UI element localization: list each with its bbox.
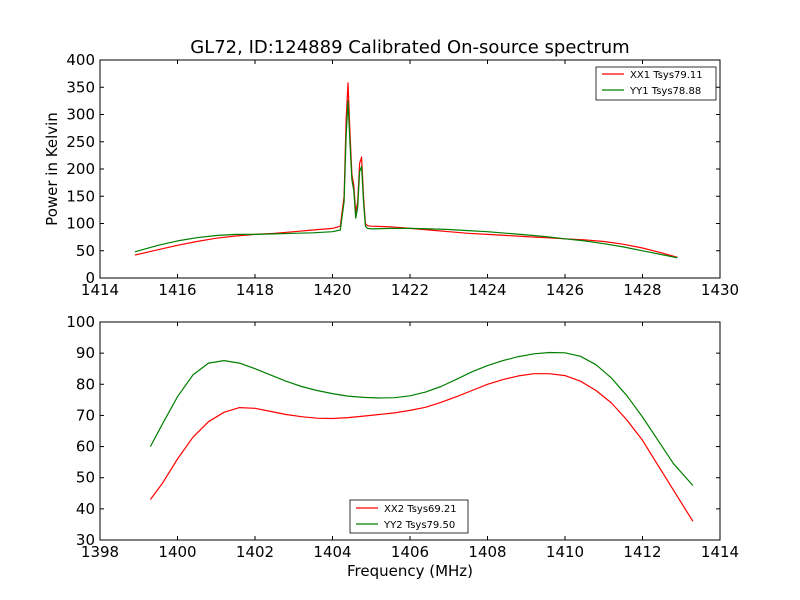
bottom-legend-label-yy2: YY2 Tsys79.50 [383, 520, 455, 531]
bottom-x-axis-label: Frequency (MHz) [347, 562, 473, 580]
top-x-tick-label: 1426 [546, 281, 584, 299]
bottom-x-tick-label: 1402 [236, 543, 274, 561]
bottom-legend-box [349, 499, 469, 534]
bottom-legend: XX2 Tsys69.21 YY2 Tsys79.50 [349, 499, 469, 534]
bottom-y-tick-label: 100 [66, 313, 95, 331]
bottom-y-tick-label: 90 [76, 344, 95, 362]
bottom-series-line-0 [149, 373, 694, 522]
top-y-tick-label: 300 [66, 106, 95, 124]
bottom-tick-layer: 1398 1400 1402 1404 1406 1408 1410 1412 1414 30 40… [66, 313, 739, 561]
top-x-tick-label: 1418 [236, 281, 274, 299]
bottom-x-tick-label: 1404 [313, 543, 351, 561]
bottom-x-tick-label: 1414 [701, 543, 739, 561]
bottom-y-tick-label: 80 [76, 375, 95, 393]
bottom-y-tick-label: 40 [76, 500, 95, 518]
top-y-tick-label: 0 [85, 269, 95, 287]
top-tick-layer: 1414 1416 1418 1420 1422 1424 1426 1428 1430 0 50 1… [66, 51, 739, 299]
top-y-tick-label: 350 [66, 78, 95, 96]
bottom-x-tick-label: 1408 [468, 543, 506, 561]
bottom-series-layer [149, 351, 694, 522]
top-legend-label-xx1: XX1 Tsys79.11 [630, 70, 703, 81]
bottom-spectrum-panel: 1398 1400 1402 1404 1406 1408 1410 1412 1414 30 40… [66, 313, 739, 580]
chart-title: GL72, ID:124889 Calibrated On-source spe… [190, 37, 629, 58]
bottom-x-tick-label: 1412 [623, 543, 661, 561]
top-y-tick-label: 400 [66, 51, 95, 69]
top-y-tick-label: 150 [66, 187, 95, 205]
top-y-tick-label: 50 [76, 242, 95, 260]
bottom-plot-border [99, 321, 721, 541]
bottom-y-tick-label: 50 [76, 469, 95, 487]
bottom-y-tick-label: 30 [76, 531, 95, 549]
top-plot-border [99, 59, 721, 279]
top-spectrum-panel: 1414 1416 1418 1420 1422 1424 1426 1428 1430 0 50 1… [43, 51, 739, 299]
top-x-tick-label: 1428 [623, 281, 661, 299]
bottom-y-tick-label: 60 [76, 438, 95, 456]
top-x-tick-label: 1416 [158, 281, 196, 299]
top-series-line-1 [134, 100, 678, 259]
top-legend: XX1 Tsys79.11 YY1 Tsys78.88 [595, 66, 717, 101]
top-x-tick-label: 1430 [701, 281, 739, 299]
top-x-tick-label: 1422 [391, 281, 429, 299]
top-y-axis-label: Power in Kelvin [43, 112, 61, 226]
bottom-x-tick-label: 1398 [81, 543, 119, 561]
top-x-tick-label: 1414 [81, 281, 119, 299]
top-y-tick-label: 100 [66, 215, 95, 233]
top-legend-box [595, 66, 717, 101]
bottom-x-tick-label: 1400 [158, 543, 196, 561]
top-x-tick-label: 1424 [468, 281, 506, 299]
top-y-tick-label: 250 [66, 133, 95, 151]
top-x-tick-label: 1420 [313, 281, 351, 299]
top-legend-label-yy1: YY1 Tsys78.88 [629, 86, 701, 97]
bottom-x-tick-label: 1406 [391, 543, 429, 561]
bottom-series-line-1 [149, 351, 694, 486]
top-y-tick-label: 200 [66, 160, 95, 178]
bottom-y-tick-label: 70 [76, 406, 95, 424]
top-series-layer [134, 82, 678, 259]
bottom-x-tick-label: 1410 [546, 543, 584, 561]
bottom-legend-label-xx2: XX2 Tsys69.21 [384, 504, 457, 515]
